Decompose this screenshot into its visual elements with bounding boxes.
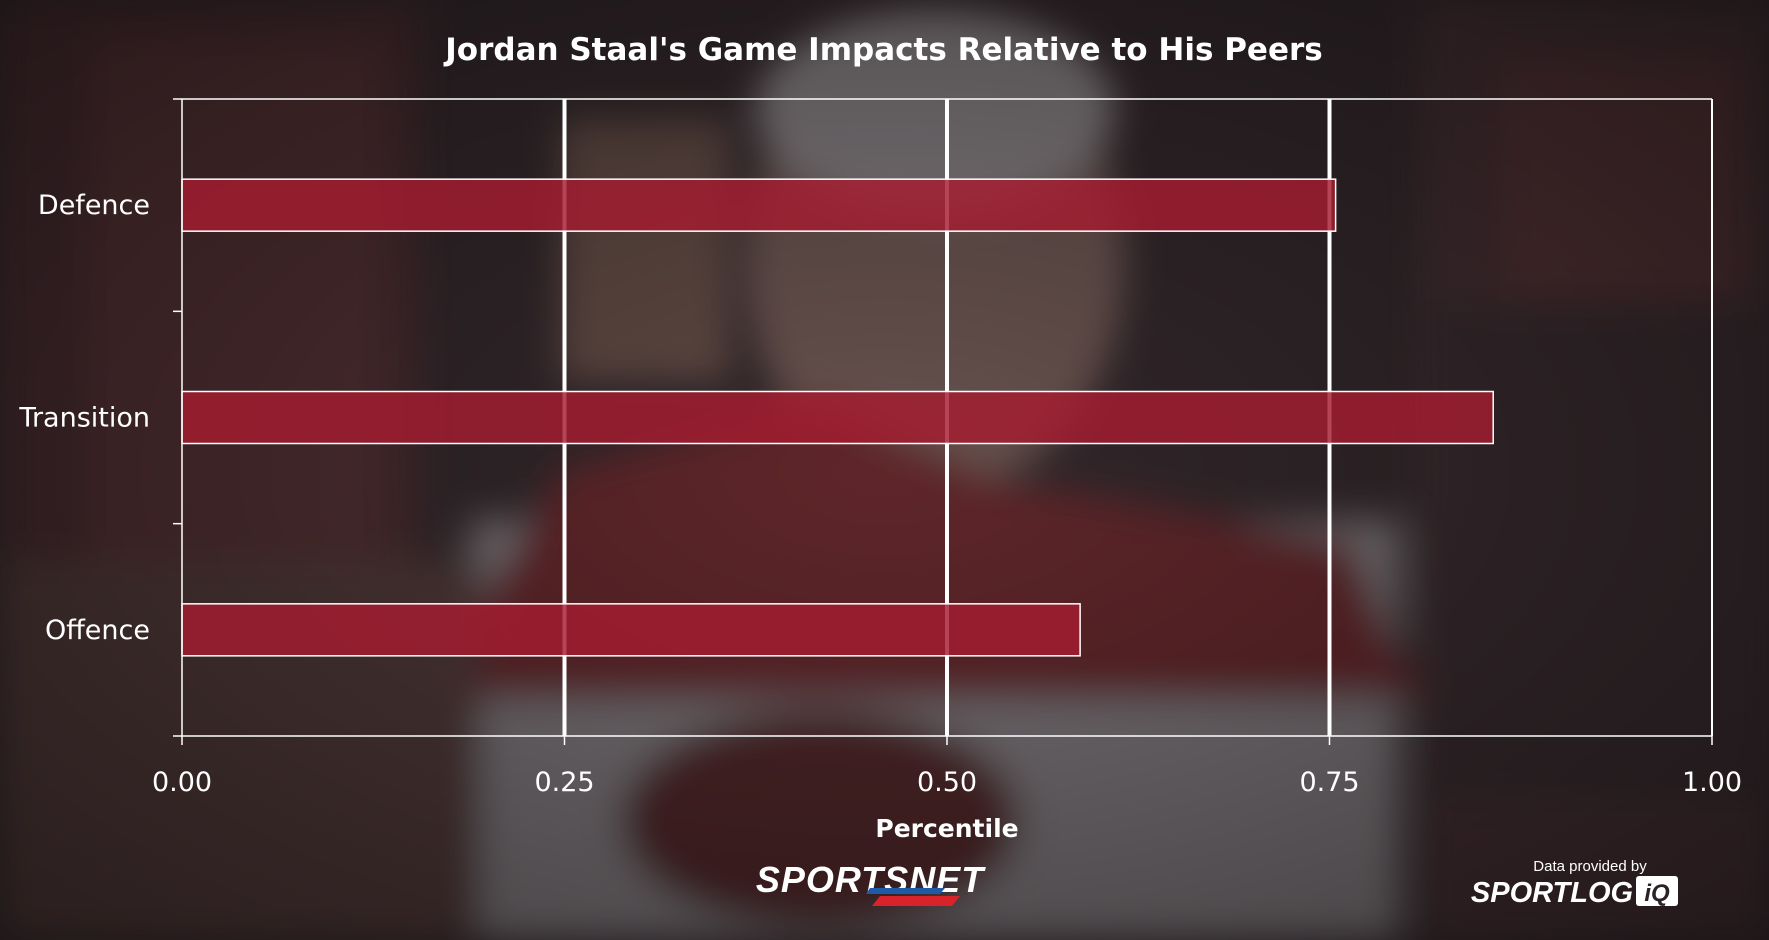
bar-defence [181, 178, 1337, 232]
y-tick-label-transition: Transition [18, 403, 150, 434]
y-tick-label-defence: Defence [38, 190, 150, 221]
y-tick-label-offence: Offence [45, 615, 150, 646]
x-tick-label: 0.50 [917, 767, 977, 798]
data-credit: Data provided by SPORTLOG iQ [1471, 858, 1678, 909]
y-tick-labels: Defence Transition Offence [18, 190, 150, 646]
x-tick-label: 0.00 [152, 767, 212, 798]
bars [181, 178, 1494, 657]
sportlogiq-badge [1636, 876, 1678, 906]
credit-label: Data provided by [1533, 858, 1647, 875]
sportsnet-swoosh-icon [872, 896, 960, 906]
bar-transition [181, 390, 1494, 445]
x-axis-title: Percentile [875, 814, 1018, 843]
x-tick-label: 0.75 [1299, 767, 1359, 798]
bar-offence [181, 603, 1081, 657]
chart-title: Jordan Staal's Game Impacts Relative to … [443, 32, 1322, 68]
axes [173, 98, 1713, 745]
x-tick-label: 1.00 [1682, 767, 1742, 798]
sportsnet-swoosh-blue-icon [866, 888, 945, 894]
sportlogiq-logo-text: SPORTLOG [1471, 877, 1633, 909]
x-tick-labels: 0.00 0.25 0.50 0.75 1.00 [152, 767, 1742, 798]
x-tick-label: 0.25 [534, 767, 594, 798]
sportlogiq-badge-text: iQ [1644, 880, 1670, 907]
sportsnet-logo: SPORTSNET [756, 859, 985, 906]
